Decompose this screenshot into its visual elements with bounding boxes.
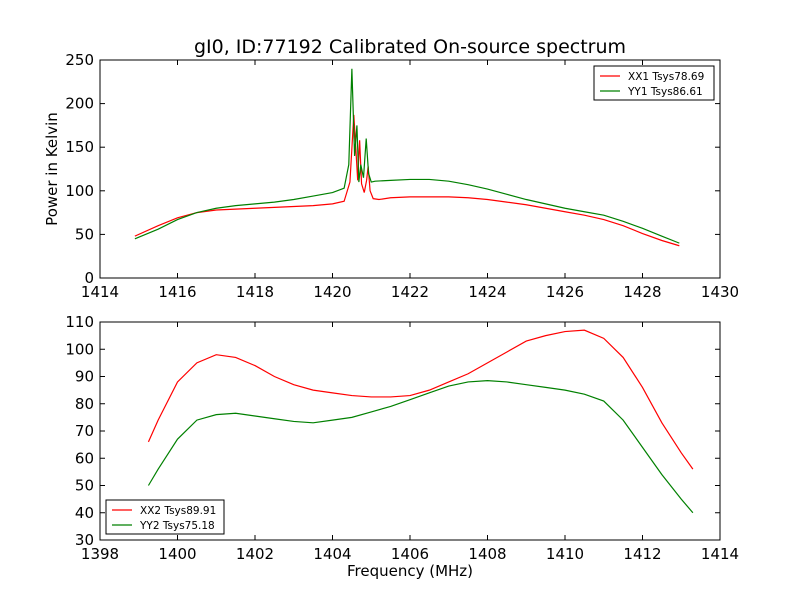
y-tick-label: 80	[75, 395, 94, 413]
y-tick-label: 110	[65, 313, 94, 331]
x-tick-label: 1424	[468, 283, 506, 301]
y-tick-label: 90	[75, 368, 94, 386]
y-tick-label: 50	[75, 477, 94, 495]
x-tick-label: 1422	[391, 283, 429, 301]
legend: XX2 Tsys89.91 YY2 Tsys75.18	[105, 499, 225, 535]
x-tick-label: 1416	[158, 283, 196, 301]
y-tick-label: 40	[75, 504, 94, 522]
x-tick-label: 1414	[81, 283, 119, 301]
x-tick-label: 1400	[158, 545, 196, 563]
legend-box	[593, 65, 715, 101]
x-tick-label: 1406	[391, 545, 429, 563]
legend: XX1 Tsys78.69 YY1 Tsys86.61	[593, 65, 715, 101]
top-panel: 1414 1416 1418 1420 1422 1424 1426 1428 1430 0 50 1…	[43, 51, 739, 301]
bottom-panel: 1398 1400 1402 1404 1406 1408 1410 1412 1414 30 40…	[65, 313, 739, 580]
x-tick-label: 1426	[546, 283, 584, 301]
x-tick-label: 1430	[701, 283, 739, 301]
y-tick-label: 200	[65, 95, 94, 113]
series-line-2	[134, 68, 680, 244]
series-line-1	[134, 114, 680, 247]
legend-entry: XX2 Tsys89.91	[140, 505, 216, 517]
y-tick-label: 150	[65, 138, 94, 156]
x-tick-label: 1414	[701, 545, 739, 563]
x-axis-label: Frequency (MHz)	[347, 562, 473, 580]
y-axis-label: Power in Kelvin	[43, 112, 61, 226]
legend-box	[105, 499, 225, 535]
x-tick-label: 1402	[236, 545, 274, 563]
x-tick-label: 1410	[546, 545, 584, 563]
x-tick-label: 1428	[623, 283, 661, 301]
chart-title: gI0, ID:77192 Calibrated On-source spect…	[194, 36, 626, 58]
legend-entry: YY1 Tsys86.61	[627, 86, 703, 98]
y-tick-label: 70	[75, 422, 94, 440]
x-tick-label: 1412	[623, 545, 661, 563]
y-tick-label: 50	[75, 225, 94, 243]
y-tick-label: 100	[65, 340, 94, 358]
x-tick-label: 1408	[468, 545, 506, 563]
y-tick-label: 60	[75, 449, 94, 467]
y-tick-label: 30	[75, 531, 94, 549]
y-tick-label: 0	[84, 269, 94, 287]
x-tick-label: 1420	[313, 283, 351, 301]
y-tick-label: 100	[65, 182, 94, 200]
series-line-1	[147, 329, 694, 470]
series-line-2	[147, 379, 694, 514]
legend-entry: YY2 Tsys75.18	[139, 520, 215, 532]
legend-entry: XX1 Tsys78.69	[628, 71, 704, 83]
x-tick-label: 1418	[236, 283, 274, 301]
y-tick-label: 250	[65, 51, 94, 69]
x-tick-label: 1404	[313, 545, 351, 563]
x-tick-label: 1398	[81, 545, 119, 563]
